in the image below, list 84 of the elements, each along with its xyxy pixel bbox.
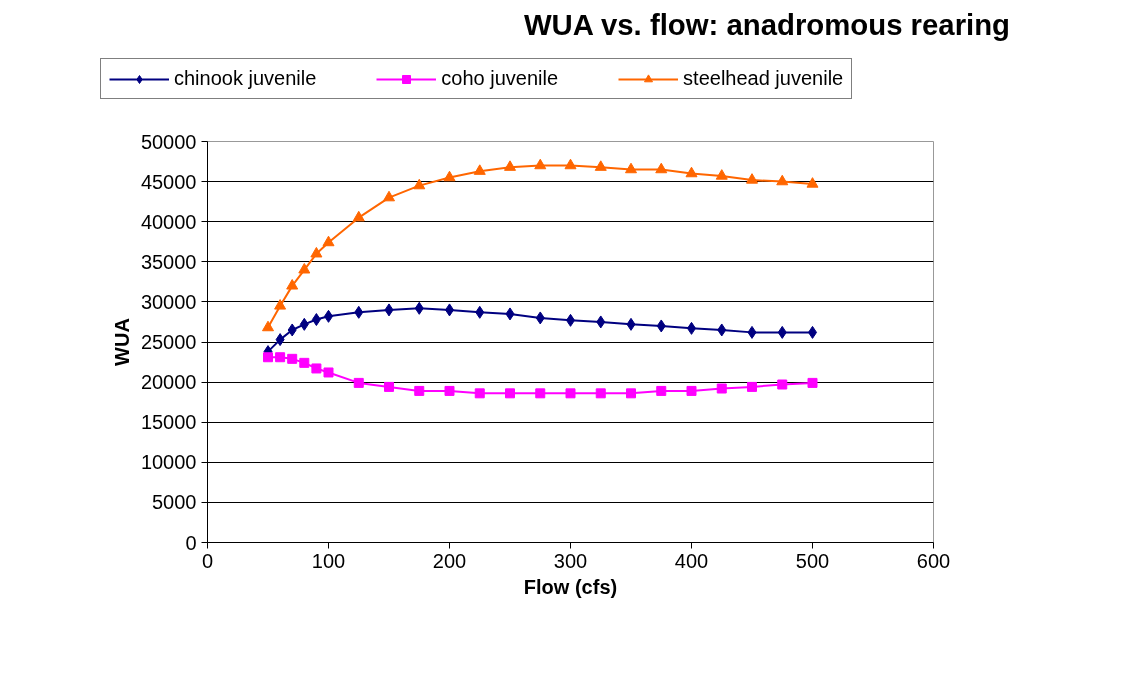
point [444,385,455,396]
legend-label: steelhead juvenile [683,67,844,90]
x-tick-label: 200 [432,549,467,572]
y-tick-label: 10000 [140,451,197,474]
point [310,246,323,258]
point [565,388,576,399]
y-tick-label: 45000 [140,170,197,193]
point [807,377,818,388]
point [311,363,322,374]
point [505,307,515,321]
point [626,388,636,399]
chart-title: WUA vs. flow: anadromous rearing [523,7,1011,41]
point [564,158,577,170]
point [263,352,273,363]
point [717,323,727,337]
x-tick-label: 400 [674,549,709,572]
point [656,385,667,396]
point [656,319,666,333]
point [443,170,456,182]
point [299,317,309,331]
point [625,162,637,174]
point [715,169,728,180]
point [323,367,334,378]
point [383,190,395,202]
point [746,173,758,184]
x-tick-label: 600 [916,549,951,572]
x-axis-title: Flow (cfs) [523,575,618,598]
point [806,177,819,188]
point [413,178,426,190]
point [311,313,321,327]
y-tick-label: 25000 [140,331,197,353]
point [322,235,335,247]
point [275,352,286,363]
point [475,305,485,319]
y-tick-label: 20000 [140,371,197,394]
point [414,301,424,315]
point [287,353,298,364]
point [286,279,299,290]
point [747,325,757,339]
point [596,315,606,329]
point [384,381,394,392]
y-tick-label: 35000 [140,250,197,273]
point [275,333,285,347]
legend-label: chinook juvenile [174,67,317,90]
point [535,311,545,325]
point [655,162,668,174]
point [287,323,297,337]
y-tick-label: 30000 [140,290,197,313]
y-tick-label: 40000 [140,210,197,233]
point [505,388,515,399]
y-axis-title: WUA [110,318,133,366]
point [716,383,727,394]
point [473,164,486,175]
x-tick-label: 100 [311,549,346,572]
point [594,160,607,171]
point [776,174,789,186]
x-tick-label: 500 [795,549,830,572]
point [534,158,547,170]
legend-label: coho juvenile [441,67,559,90]
point [747,381,757,392]
point [685,166,698,178]
point [384,303,394,317]
point [474,388,485,399]
point [626,317,636,331]
point [353,377,364,388]
y-tick-label: 50000 [140,130,197,153]
point [686,385,697,396]
point [504,160,516,171]
y-tick-label: 15000 [140,411,197,434]
y-tick-label: 0 [185,531,197,554]
point [274,299,287,310]
x-tick-label: 300 [553,549,588,572]
point [352,210,365,222]
point [354,305,364,319]
x-tick-label: 0 [201,549,214,572]
point [535,388,546,399]
y-tick-label: 5000 [152,491,197,514]
point [595,388,606,399]
point [299,357,310,368]
point [298,262,311,274]
point [777,325,787,339]
point [777,379,788,390]
point [262,320,274,332]
point [414,385,425,396]
